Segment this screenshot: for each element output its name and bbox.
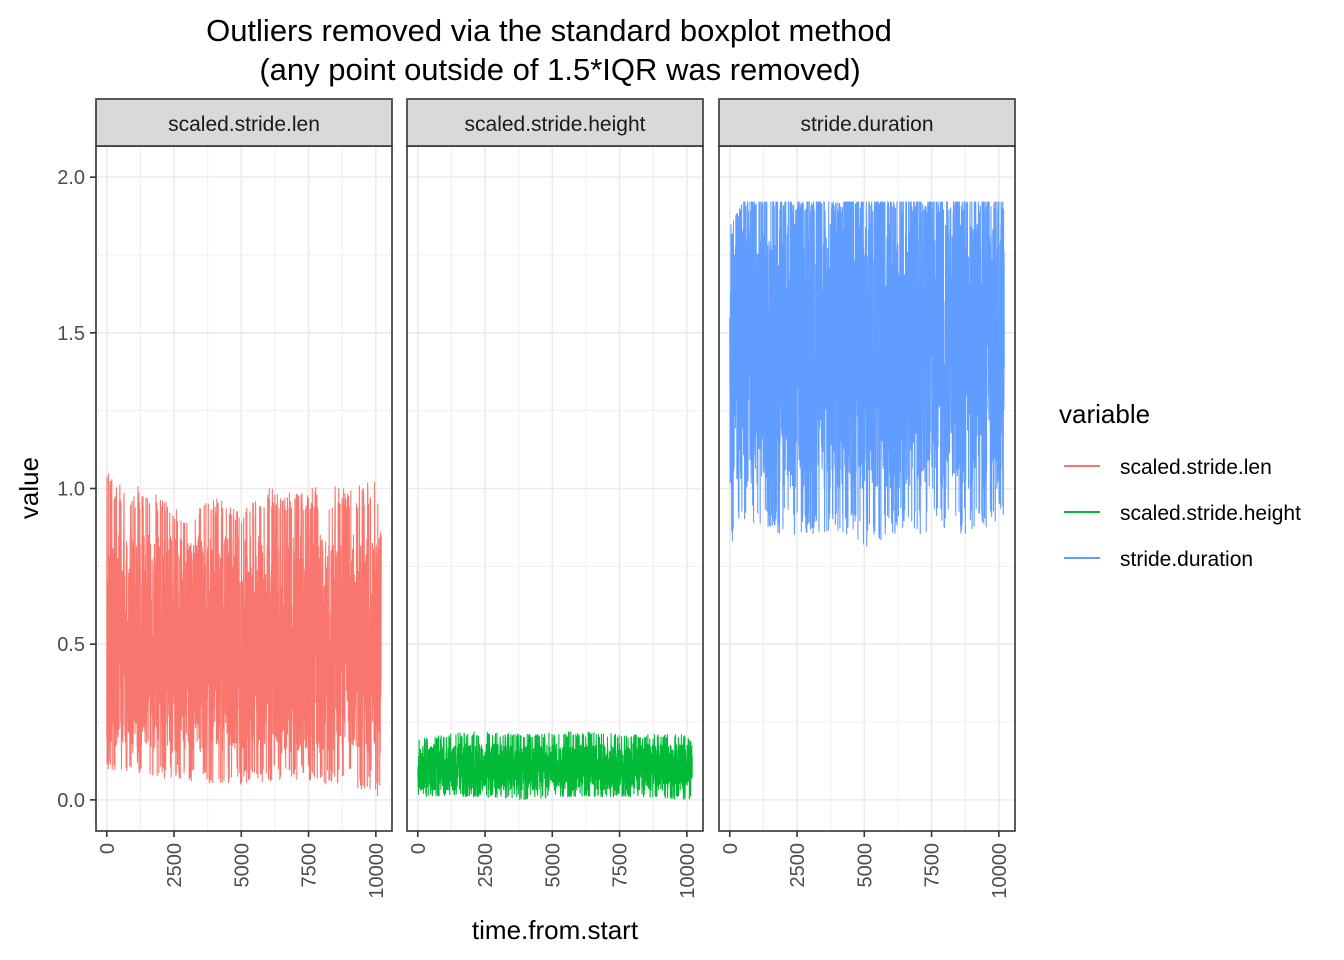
legend-item: scaled.stride.len xyxy=(1064,456,1272,479)
facet-strip xyxy=(406,98,704,147)
facet-scaled-stride-len: scaled.stride.len 0 2500 5000 7500 10000 0.0 0.… xyxy=(57,98,393,899)
facet-stride-duration: stride.duration 0 2500 5000 7500 10000 xyxy=(718,98,1016,899)
legend-item: stride.duration xyxy=(1064,548,1253,571)
facet-strip-label: scaled.stride.height xyxy=(465,113,646,136)
facet-strip-label: stride.duration xyxy=(800,113,933,136)
x-tick-label: 2500 xyxy=(164,843,186,888)
y-tick-label: 1.0 xyxy=(57,479,85,501)
x-tick-label: 10000 xyxy=(677,843,699,899)
x-tick-label: 5000 xyxy=(231,843,253,888)
chart-title-line-2: (any point outside of 1.5*IQR was remove… xyxy=(259,52,860,87)
facet-strip xyxy=(95,98,393,147)
x-tick-label: 5000 xyxy=(854,843,876,888)
series-line-scaled-stride-height xyxy=(417,731,693,800)
y-tick-label: 0.0 xyxy=(57,790,85,812)
facet-scaled-stride-height: scaled.stride.height 0 2500 5000 7500 10000 xyxy=(406,98,704,899)
legend-title: variable xyxy=(1059,399,1150,429)
series-line-stride-duration xyxy=(729,201,1005,547)
x-tick-label: 0 xyxy=(720,843,742,854)
x-tick-label: 5000 xyxy=(542,843,564,888)
y-tick-label: 2.0 xyxy=(57,167,85,189)
y-axis-title: value xyxy=(14,457,44,519)
facet-strip-label: scaled.stride.len xyxy=(168,113,320,136)
y-tick-label: 0.5 xyxy=(57,634,85,656)
x-tick-label: 7500 xyxy=(610,843,632,888)
x-tick-label: 7500 xyxy=(299,843,321,888)
legend-item: scaled.stride.height xyxy=(1064,502,1301,525)
legend-label: stride.duration xyxy=(1120,548,1253,571)
x-tick-label: 2500 xyxy=(475,843,497,888)
x-tick-label: 7500 xyxy=(922,843,944,888)
x-tick-label: 0 xyxy=(97,843,119,854)
y-tick-label: 1.5 xyxy=(57,323,85,345)
x-tick-label: 2500 xyxy=(787,843,809,888)
chart-title-line-1: Outliers removed via the standard boxplo… xyxy=(206,13,892,48)
x-axis-title: time.from.start xyxy=(472,915,639,945)
legend-label: scaled.stride.height xyxy=(1120,502,1301,525)
legend: variable scaled.stride.len scaled.stride.… xyxy=(1059,399,1301,571)
facet-strip xyxy=(718,98,1016,147)
x-tick-label: 10000 xyxy=(366,843,388,899)
legend-label: scaled.stride.len xyxy=(1120,456,1272,479)
facet-panels: scaled.stride.len 0 2500 5000 7500 10000 0.0 0.… xyxy=(57,98,1016,899)
x-tick-label: 10000 xyxy=(989,843,1011,899)
x-tick-label: 0 xyxy=(408,843,430,854)
series-line-scaled-stride-len xyxy=(106,473,382,796)
